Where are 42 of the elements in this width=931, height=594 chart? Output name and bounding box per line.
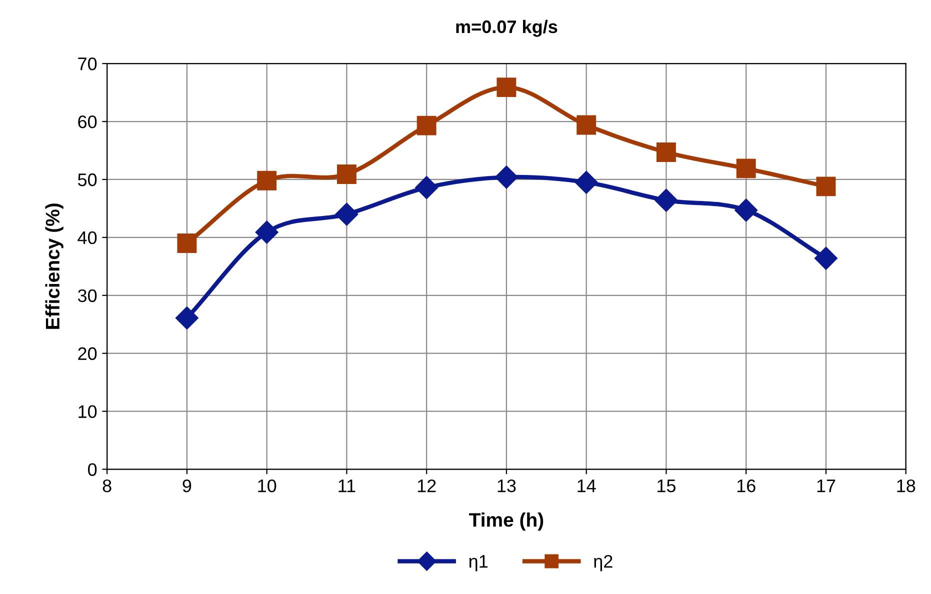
y-tick-label: 0: [88, 463, 97, 476]
point: [576, 115, 596, 135]
y-tick-label: 60: [78, 115, 97, 128]
x-tick-label: 13: [498, 479, 516, 492]
point: [734, 198, 758, 222]
x-tick-label: 11: [338, 480, 356, 492]
x-tick-label: 17: [817, 480, 836, 492]
x-tick-label: 9: [182, 479, 192, 492]
y-tick-label: 40: [78, 231, 97, 244]
point: [416, 116, 436, 136]
x-tick-label: 10: [258, 479, 276, 492]
y-tick-label: 70: [78, 57, 97, 70]
legend-label: η1: [469, 555, 488, 572]
point: [336, 164, 356, 184]
point: [494, 166, 518, 189]
x-tick-label: 12: [418, 479, 436, 492]
point: [415, 176, 438, 200]
point: [656, 142, 676, 162]
y-tick-label: 20: [78, 347, 97, 360]
chart-title: m=0.07 kg/s: [456, 20, 558, 37]
point: [335, 202, 358, 226]
y-tick-label: 50: [78, 173, 97, 186]
x-tick-label: 14: [578, 480, 596, 492]
point: [574, 170, 598, 194]
point: [816, 176, 836, 196]
x-tick-label: 15: [658, 480, 676, 492]
point: [654, 188, 678, 212]
x-tick-label: 16: [737, 479, 756, 492]
y-tick-label: 30: [78, 289, 97, 302]
x-axis-title: Time (h): [469, 512, 544, 531]
point: [177, 234, 197, 253]
point: [496, 78, 516, 98]
point: [257, 170, 277, 190]
point: [814, 246, 838, 270]
x-tick-label: 8: [102, 479, 112, 492]
y-axis-title: Efficiency (%): [45, 204, 64, 329]
point: [736, 158, 756, 178]
point: [255, 220, 278, 244]
x-tick-label: 18: [897, 479, 916, 492]
point: [175, 306, 198, 330]
legend-label: η2: [594, 554, 612, 572]
y-tick-label: 10: [78, 405, 97, 418]
